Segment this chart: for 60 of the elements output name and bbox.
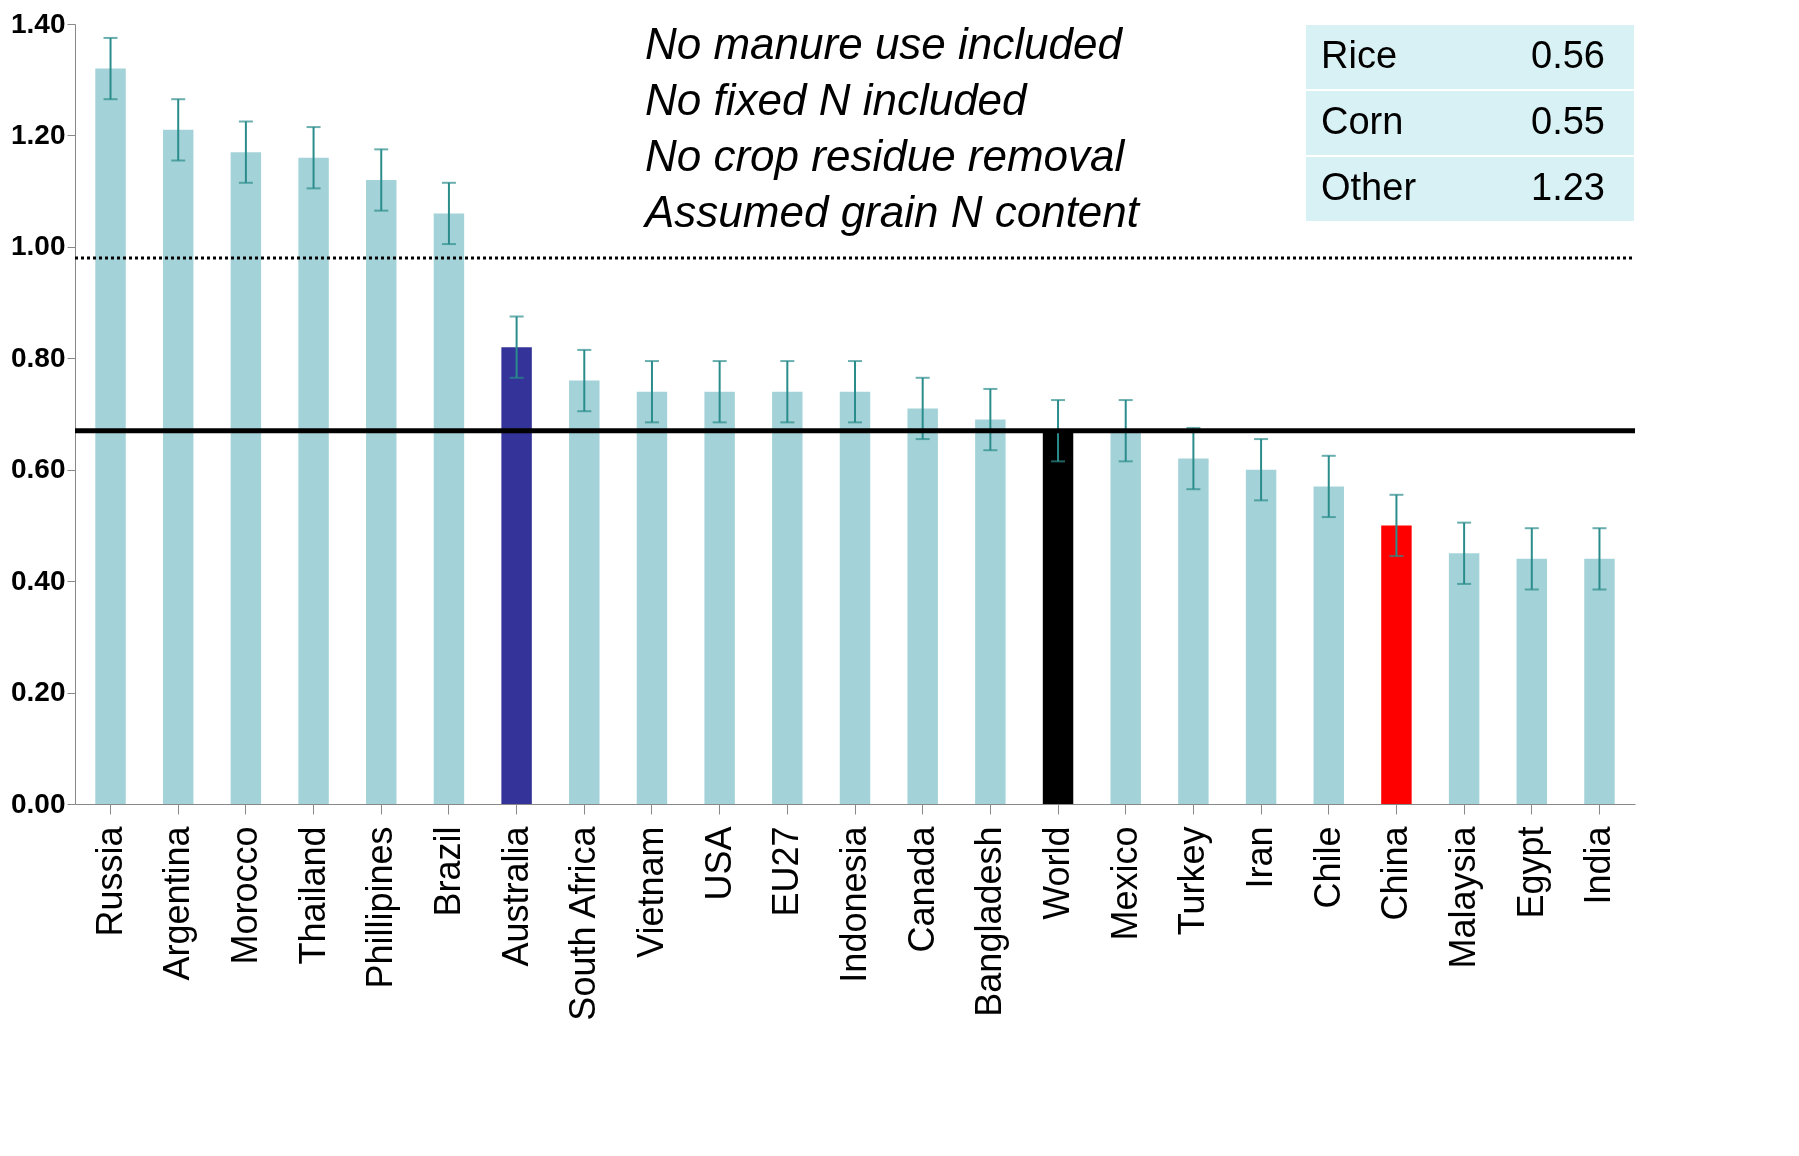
y-tick-label: 1.00	[11, 230, 66, 262]
x-tick-label: Canada	[900, 825, 942, 953]
x-tick-label: Phillipines	[359, 826, 401, 989]
bar	[1448, 553, 1480, 804]
annotation: No manure use included	[645, 19, 1124, 68]
x-tick-label: Australia	[494, 825, 536, 967]
bar	[1110, 430, 1141, 804]
bar	[636, 391, 668, 804]
x-tick-label: South Africa	[562, 825, 604, 1021]
x-tick-label: USA	[697, 826, 739, 901]
y-tick-label: 0.40	[11, 564, 66, 596]
bar	[1584, 558, 1615, 804]
annotation: No fixed N included	[645, 75, 1029, 124]
bar	[1516, 558, 1548, 804]
text: Corn 0.55	[1321, 100, 1605, 142]
x-tick-label: Turkey	[1171, 826, 1213, 936]
x-tick-label: China	[1374, 825, 1416, 921]
x-tick-label: India	[1577, 825, 1619, 905]
bar	[501, 347, 532, 804]
y-tick-label: 0.80	[11, 341, 66, 373]
y-tick-label: 0.00	[11, 787, 66, 819]
y-tick-label: 1.40	[11, 7, 66, 39]
bar	[366, 180, 397, 804]
bar	[298, 157, 329, 804]
x-tick-label: Russia	[88, 825, 130, 937]
bar	[95, 68, 126, 804]
bar	[907, 408, 938, 804]
bar	[772, 391, 803, 804]
bar	[433, 213, 465, 804]
x-tick-label: Mexico	[1103, 826, 1145, 941]
x-tick-label: Indonesia	[833, 825, 874, 983]
x-tick-label: Egypt	[1509, 826, 1551, 919]
bar	[839, 391, 871, 804]
x-tick-label: Iran	[1239, 826, 1281, 889]
x-tick-label: Brazil	[426, 826, 468, 917]
bar	[1245, 469, 1277, 804]
x-tick-label: EU27	[765, 826, 807, 917]
y-tick-label: 0.20	[11, 676, 66, 708]
x-tick-label: Vietnam	[629, 826, 671, 958]
x-tick-label: Bangladesh	[968, 826, 1010, 1017]
bar	[1178, 458, 1209, 804]
annotation: Assumed grain N content	[642, 187, 1141, 236]
x-tick-label: Chile	[1306, 826, 1348, 909]
bar	[704, 391, 735, 804]
text: Rice 0.56	[1321, 34, 1605, 76]
annotation: No crop residue removal	[645, 131, 1126, 180]
bar	[162, 129, 194, 804]
x-tick-label: World	[1036, 826, 1078, 920]
y-tick-label: 1.20	[11, 118, 66, 150]
x-tick-label: Morocco	[223, 826, 265, 965]
text: Other 1.23	[1321, 166, 1605, 208]
bar	[1381, 525, 1412, 804]
bar	[230, 152, 262, 804]
y-tick-label: 0.60	[11, 453, 66, 485]
bar	[569, 380, 600, 804]
bar	[1313, 486, 1344, 804]
x-tick-label: Thailand	[291, 826, 333, 965]
x-tick-label: Malaysia	[1442, 825, 1484, 969]
bar	[975, 419, 1006, 804]
x-tick-label: Argentina	[156, 825, 198, 981]
